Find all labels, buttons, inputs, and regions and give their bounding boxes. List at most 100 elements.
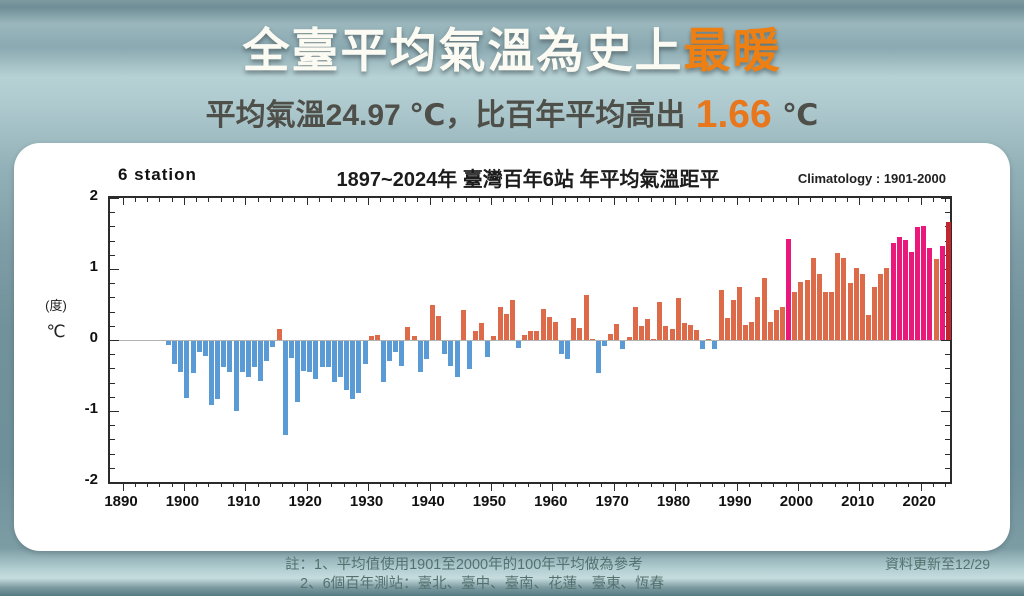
x-axis-top-tick bbox=[196, 198, 198, 202]
bar-2009 bbox=[853, 268, 859, 340]
x-axis-tick bbox=[834, 482, 836, 487]
x-axis-tick bbox=[257, 482, 259, 487]
y-axis-tick bbox=[941, 339, 950, 341]
bar-1952 bbox=[503, 314, 509, 340]
bar-1923 bbox=[325, 341, 331, 367]
x-axis-tick bbox=[245, 482, 247, 491]
bar-2020 bbox=[921, 226, 927, 340]
bar-1992 bbox=[749, 322, 755, 340]
x-axis-tick bbox=[576, 482, 578, 487]
y-tick-label-2: 2 bbox=[89, 187, 98, 204]
x-axis-top-tick bbox=[429, 198, 431, 205]
bar-1938 bbox=[417, 341, 423, 372]
x-axis-tick bbox=[429, 482, 431, 491]
bar-1987 bbox=[718, 290, 724, 340]
x-axis-top-tick bbox=[675, 198, 677, 205]
y-axis-tick bbox=[110, 268, 119, 270]
y-axis-tick bbox=[945, 424, 950, 426]
x-tick-label-1960: 1960 bbox=[534, 493, 568, 510]
y-axis-tick bbox=[110, 481, 119, 483]
climatology-label: Climatology : 1901-2000 bbox=[797, 171, 946, 186]
x-axis-tick bbox=[761, 482, 763, 487]
bar-1953 bbox=[509, 300, 515, 340]
bar-2013 bbox=[878, 274, 884, 340]
x-axis-tick bbox=[527, 482, 529, 487]
bar-1905 bbox=[215, 341, 221, 399]
x-axis-tick bbox=[773, 482, 775, 487]
x-tick-label-1910: 1910 bbox=[227, 493, 261, 510]
bar-1981 bbox=[681, 323, 687, 340]
page-title-highlight: 最暖 bbox=[683, 24, 782, 77]
x-axis-tick bbox=[392, 482, 394, 487]
page-title-text: 全臺平均氣溫為史上 bbox=[242, 24, 684, 77]
x-axis-tick bbox=[380, 482, 382, 487]
x-axis-tick bbox=[896, 482, 898, 487]
bar-1936 bbox=[405, 327, 411, 340]
x-axis-tick bbox=[638, 482, 640, 487]
x-axis-top-tick bbox=[159, 198, 161, 202]
x-axis-tick bbox=[233, 482, 235, 487]
y-tick-label--2: -2 bbox=[84, 471, 98, 488]
bar-1915 bbox=[276, 329, 282, 340]
x-axis-top-tick bbox=[932, 198, 934, 202]
bar-1995 bbox=[767, 322, 773, 340]
x-axis-tick bbox=[724, 482, 726, 487]
data-updated-label: 資料更新至12/29 bbox=[884, 556, 990, 572]
bar-1951 bbox=[497, 307, 503, 340]
bar-2015 bbox=[890, 243, 896, 340]
x-axis-tick bbox=[810, 482, 812, 487]
x-tick-label-1920: 1920 bbox=[288, 493, 322, 510]
x-axis-tick bbox=[318, 482, 320, 487]
x-axis-tick bbox=[122, 482, 124, 491]
x-axis-top-tick bbox=[650, 198, 652, 202]
x-axis-tick bbox=[859, 482, 861, 491]
x-axis-top-tick bbox=[417, 198, 419, 202]
x-axis-tick bbox=[503, 482, 505, 487]
x-axis-top-tick bbox=[773, 198, 775, 202]
x-axis-top-tick bbox=[368, 198, 370, 205]
bar-1903 bbox=[202, 341, 208, 356]
bar-2003 bbox=[816, 274, 822, 340]
bar-1931 bbox=[374, 335, 380, 340]
x-axis-tick bbox=[343, 482, 345, 487]
bar-1937 bbox=[411, 336, 417, 340]
bar-1935 bbox=[399, 341, 405, 366]
bar-1917 bbox=[288, 341, 294, 358]
bar-1993 bbox=[755, 297, 761, 340]
bar-1955 bbox=[522, 335, 528, 340]
chart-panel: 1897~2024年 臺灣百年6站 年平均氣溫距平 6 station Clim… bbox=[14, 143, 1010, 551]
x-axis-tick bbox=[748, 482, 750, 487]
y-axis-tick bbox=[945, 438, 950, 440]
bar-1989 bbox=[730, 300, 736, 340]
x-axis-tick bbox=[171, 482, 173, 487]
y-axis-tick bbox=[110, 311, 115, 313]
x-axis-tick bbox=[625, 482, 627, 487]
page-title: 全臺平均氣溫為史上最暖 bbox=[0, 12, 1024, 81]
y-axis-tick bbox=[110, 325, 115, 327]
x-axis-tick bbox=[355, 482, 357, 487]
x-axis-tick bbox=[601, 482, 603, 487]
bar-2005 bbox=[829, 292, 835, 340]
bar-1928 bbox=[356, 341, 362, 393]
bar-1997 bbox=[780, 307, 785, 340]
bar-1920 bbox=[307, 341, 313, 372]
x-tick-label-1890: 1890 bbox=[104, 493, 138, 510]
bar-1965 bbox=[583, 295, 589, 340]
bar-1998 bbox=[786, 239, 792, 340]
bar-1947 bbox=[473, 331, 478, 340]
zero-baseline bbox=[110, 340, 950, 341]
y-axis-tick bbox=[945, 211, 950, 213]
bar-1900 bbox=[184, 341, 190, 398]
bar-1916 bbox=[282, 341, 288, 435]
x-axis-top-tick bbox=[797, 198, 799, 205]
bar-1949 bbox=[485, 341, 491, 357]
bar-1972 bbox=[626, 337, 632, 340]
y-tick-label--1: -1 bbox=[84, 400, 98, 417]
bar-1910 bbox=[245, 341, 251, 377]
bar-2012 bbox=[872, 287, 878, 340]
bar-2011 bbox=[865, 315, 871, 340]
y-axis-tick bbox=[945, 382, 950, 384]
x-axis-tick bbox=[404, 482, 406, 487]
x-axis-tick bbox=[220, 482, 222, 487]
x-axis-top-tick bbox=[883, 198, 885, 202]
